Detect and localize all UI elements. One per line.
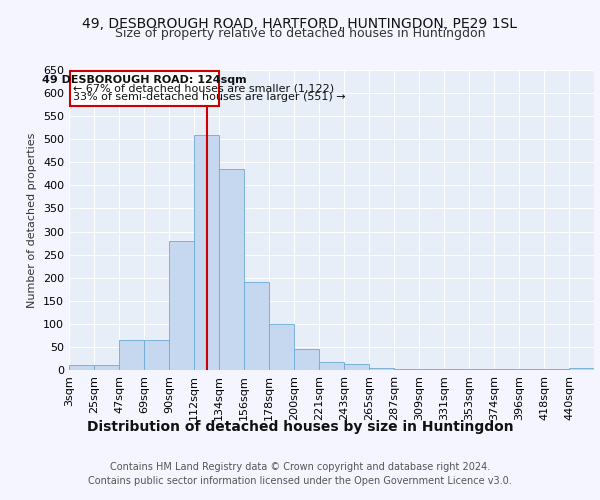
Text: Distribution of detached houses by size in Huntingdon: Distribution of detached houses by size … <box>86 420 514 434</box>
Bar <box>419 368 444 370</box>
FancyBboxPatch shape <box>70 71 219 106</box>
Bar <box>144 340 169 370</box>
Bar <box>219 169 244 370</box>
Bar <box>194 134 219 370</box>
Y-axis label: Number of detached properties: Number of detached properties <box>28 132 37 308</box>
Bar <box>319 362 344 370</box>
Bar <box>494 369 519 370</box>
Text: 33% of semi-detached houses are larger (551) →: 33% of semi-detached houses are larger (… <box>73 92 346 102</box>
Bar <box>569 368 594 370</box>
Text: ← 67% of detached houses are smaller (1,122): ← 67% of detached houses are smaller (1,… <box>73 84 334 94</box>
Bar <box>394 368 419 370</box>
Bar <box>469 369 494 370</box>
Text: 49 DESBOROUGH ROAD: 124sqm: 49 DESBOROUGH ROAD: 124sqm <box>43 74 247 85</box>
Bar <box>94 366 119 370</box>
Bar <box>344 364 369 370</box>
Bar <box>69 366 94 370</box>
Text: Contains HM Land Registry data © Crown copyright and database right 2024.: Contains HM Land Registry data © Crown c… <box>110 462 490 472</box>
Text: Contains public sector information licensed under the Open Government Licence v3: Contains public sector information licen… <box>88 476 512 486</box>
Text: Size of property relative to detached houses in Huntingdon: Size of property relative to detached ho… <box>115 28 485 40</box>
Bar <box>119 340 144 370</box>
Bar <box>294 349 319 370</box>
Bar <box>519 369 544 370</box>
Text: 49, DESBOROUGH ROAD, HARTFORD, HUNTINGDON, PE29 1SL: 49, DESBOROUGH ROAD, HARTFORD, HUNTINGDO… <box>83 18 517 32</box>
Bar <box>269 324 294 370</box>
Bar <box>244 282 269 370</box>
Bar <box>169 241 194 370</box>
Bar <box>369 368 394 370</box>
Bar <box>544 369 569 370</box>
Bar <box>444 369 469 370</box>
